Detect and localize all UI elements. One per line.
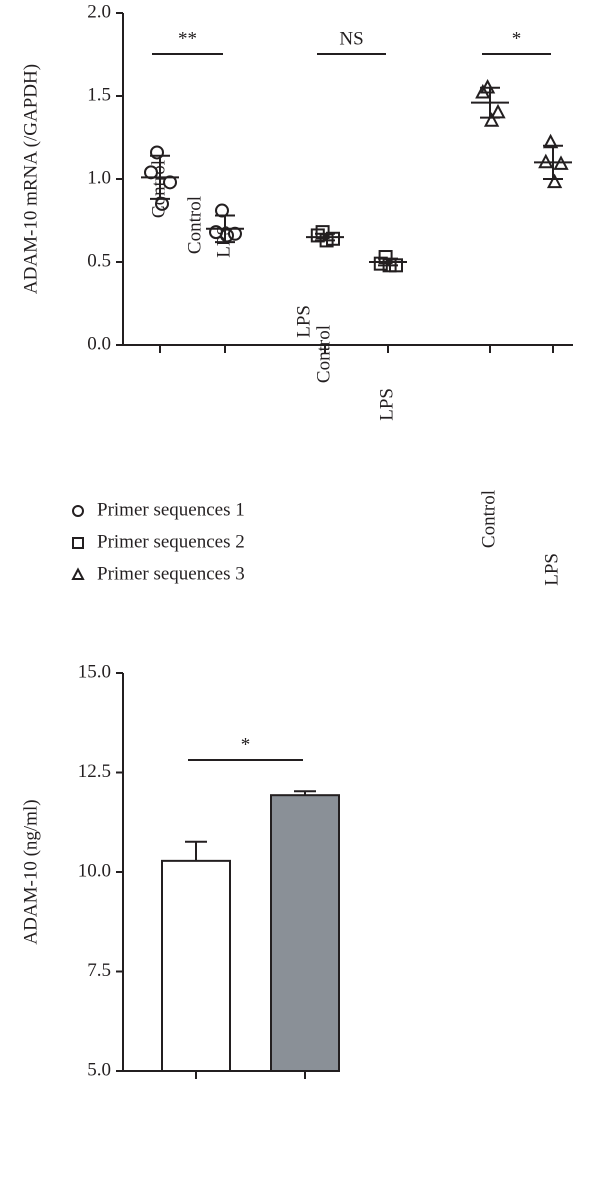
x-tick-label: Control: [313, 325, 334, 383]
legend-marker: [71, 567, 85, 580]
y-tick-label: 12.5: [78, 761, 111, 782]
error-bar: [185, 840, 207, 861]
marker-square: [310, 228, 325, 243]
x-tick-label: Control: [184, 196, 205, 254]
y-tick-label: 1.0: [87, 167, 111, 188]
legend-label: Primer sequences 2: [97, 531, 245, 552]
marker-circle: [144, 165, 158, 180]
marker-triangle: [475, 83, 491, 99]
significance-label: **: [178, 28, 197, 49]
error-bar: [480, 86, 500, 119]
bar: [270, 794, 340, 1072]
y-tick-label: 1.5: [87, 84, 111, 105]
y-tick-label: 2.0: [87, 1, 111, 22]
significance-label: *: [241, 734, 251, 755]
legend-label: Primer sequences 3: [97, 563, 245, 584]
y-axis-label: ADAM-10 mRNA (/GAPDH): [20, 64, 41, 294]
marker-triangle: [542, 133, 559, 149]
marker-circle: [228, 226, 242, 241]
y-tick-label: 7.5: [87, 960, 111, 981]
x-tick-label: Control: [478, 490, 499, 548]
y-tick-label: 0.0: [87, 333, 111, 354]
error-bar: [150, 154, 170, 200]
error-bar: [378, 257, 398, 267]
y-tick-label: 15.0: [78, 661, 111, 682]
marker-circle: [150, 145, 164, 160]
marker-square: [373, 256, 388, 271]
marker-circle: [215, 203, 229, 218]
marker-triangle: [483, 112, 500, 127]
y-tick-label: 0.5: [87, 250, 111, 271]
y-tick-label: 5.0: [87, 1059, 111, 1080]
x-tick-label: LPS: [376, 388, 397, 421]
significance-label: *: [512, 28, 522, 49]
legend-marker: [72, 537, 84, 549]
x-tick-label: Control: [148, 160, 169, 218]
error-bar: [215, 214, 235, 244]
marker-circle: [163, 175, 177, 190]
marker-circle: [155, 196, 169, 211]
legend-marker: [72, 505, 84, 517]
x-tick-label: LPS: [293, 305, 314, 338]
error-bar: [543, 144, 563, 180]
bar: [161, 859, 231, 1073]
marker-triangle: [546, 173, 563, 189]
x-tick-label: LPS: [541, 553, 562, 586]
y-tick-label: 10.0: [78, 860, 111, 881]
legend-label: Primer sequences 1: [97, 499, 245, 520]
y-axis-label: ADAM-10 (ng/ml): [20, 799, 41, 944]
error-bar: [315, 232, 335, 242]
marker-triangle: [490, 103, 506, 119]
significance-label: NS: [339, 28, 363, 49]
